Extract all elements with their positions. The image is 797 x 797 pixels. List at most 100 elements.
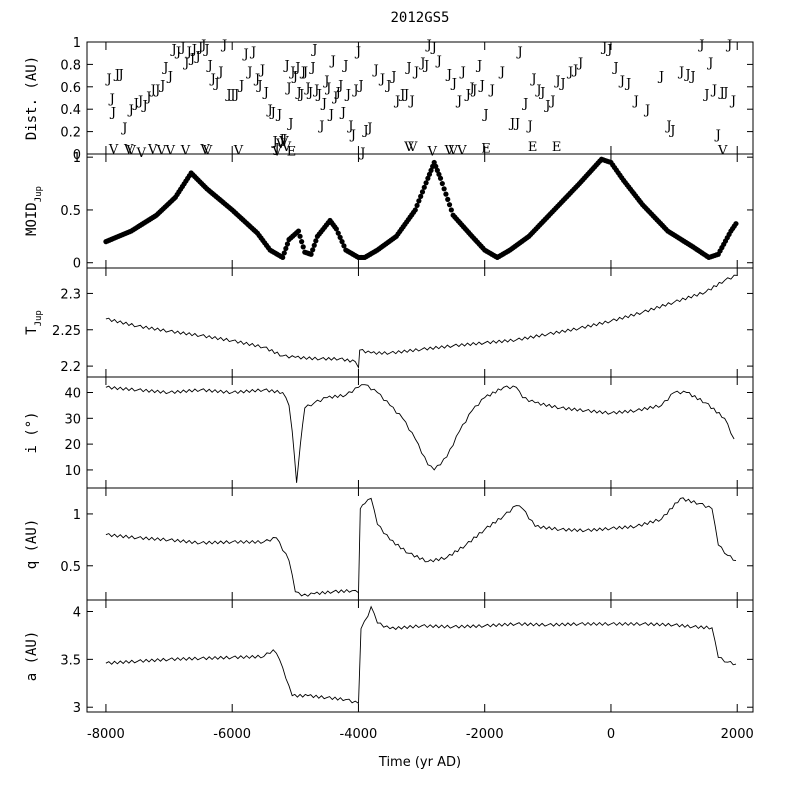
data-point-v: V — [125, 144, 136, 159]
data-point-j: J — [188, 52, 195, 67]
x-tick-label: -4000 — [340, 727, 378, 742]
data-point-j: J — [521, 96, 528, 111]
data-point — [441, 186, 447, 192]
data-point-v: V — [717, 144, 728, 159]
data-point-j: J — [202, 43, 209, 58]
data-point-j: J — [329, 54, 336, 69]
data-point-j: J — [643, 103, 650, 118]
data-point-v: V — [271, 145, 282, 160]
data-point-j: J — [467, 81, 474, 96]
data-point-j: J — [605, 43, 612, 58]
data-point — [439, 180, 445, 187]
data-point-j: J — [729, 94, 736, 109]
data-point-j: J — [193, 49, 200, 64]
data-point-v: V — [427, 145, 438, 160]
data-point-j: J — [196, 40, 203, 55]
data-point-j: J — [548, 94, 555, 109]
data-point-j: J — [478, 79, 485, 94]
data-point-j: J — [228, 88, 235, 103]
data-point-v: V — [403, 140, 414, 155]
data-point-j: J — [677, 65, 684, 80]
data-point-j: J — [286, 117, 293, 132]
y-tick-label: 2.3 — [60, 287, 81, 302]
data-point-j: J — [158, 79, 165, 94]
y-axis-label: i (°) — [24, 411, 40, 453]
data-point-j: J — [526, 119, 533, 134]
data-point-j: J — [632, 94, 639, 109]
data-point-j: J — [624, 76, 631, 91]
chart-title: 2012GS5 — [390, 10, 449, 26]
data-point-j: J — [688, 70, 695, 85]
data-point-j: J — [301, 65, 308, 80]
data-point-v: V — [407, 140, 418, 155]
data-point-e: E — [552, 140, 562, 155]
data-point-j: J — [265, 103, 272, 118]
y-tick-label: 2.25 — [52, 324, 81, 339]
data-point-j: J — [262, 85, 269, 100]
data-point-j: J — [127, 103, 134, 118]
data-point — [313, 238, 319, 244]
data-point-j: J — [288, 65, 295, 80]
x-tick-label: -2000 — [466, 727, 504, 742]
panel-frame — [86, 153, 754, 269]
panel-moid: 0 0.5 1 MOIDJup — [24, 151, 754, 272]
data-point — [434, 167, 440, 173]
data-point-j: J — [398, 88, 405, 103]
data-point — [339, 239, 345, 245]
data-point-j: J — [354, 45, 361, 60]
data-point-j: J — [341, 58, 348, 73]
data-point-v: V — [180, 144, 191, 159]
data-point-j: J — [327, 108, 334, 123]
data-point-v: V — [156, 144, 167, 159]
data-point — [412, 207, 418, 213]
data-point-e: E — [287, 145, 297, 160]
data-point-j: J — [668, 123, 675, 138]
data-point-j: J — [178, 40, 185, 55]
data-point-j: J — [430, 40, 437, 55]
data-point-v: V — [278, 135, 289, 150]
y-tick-label: 1 — [73, 36, 81, 51]
data-point-j: J — [272, 141, 279, 156]
data-point-j: J — [508, 117, 515, 132]
data-point-j: J — [425, 38, 432, 53]
data-point-v: V — [199, 142, 210, 157]
panel-frame — [86, 267, 754, 378]
data-point-j: J — [166, 70, 173, 85]
data-point-j: J — [445, 67, 452, 82]
data-point — [425, 175, 431, 181]
y-tick-label: 0.4 — [60, 103, 81, 118]
y-tick-label: 30 — [64, 412, 81, 427]
data-point-j: J — [481, 108, 488, 123]
data-point-j: J — [241, 47, 248, 62]
data-point-j: J — [475, 58, 482, 73]
data-point — [281, 250, 287, 256]
data-point-j: J — [513, 117, 520, 132]
data-point — [283, 245, 289, 252]
data-point-j: J — [205, 58, 212, 73]
data-point-j: J — [132, 96, 139, 111]
data-point — [414, 202, 420, 209]
data-point — [284, 241, 291, 247]
data-point-j: J — [611, 61, 618, 76]
data-point-j: J — [418, 56, 425, 71]
data-point-j: J — [600, 40, 607, 55]
data-point-j: J — [299, 65, 306, 80]
data-point-j: J — [190, 43, 197, 58]
data-point-j: J — [291, 70, 298, 85]
data-point-j: J — [576, 56, 583, 71]
data-point-j: J — [515, 45, 522, 60]
data-point-j: J — [275, 108, 282, 123]
data-point-v: V — [281, 140, 292, 155]
data-point-j: J — [534, 83, 541, 98]
data-point-j: J — [459, 65, 466, 80]
data-point — [335, 230, 341, 236]
data-point-v: V — [447, 144, 458, 159]
y-tick-label: 10 — [64, 464, 81, 479]
data-point-v: V — [275, 137, 286, 152]
data-point — [311, 242, 317, 248]
y-axis-label: MOIDJup — [24, 186, 44, 236]
panel-q: 0.5 1 q (AU) — [24, 487, 754, 601]
data-point-j: J — [356, 79, 363, 94]
data-point-j: J — [209, 72, 216, 87]
data-point-j: J — [271, 135, 278, 150]
